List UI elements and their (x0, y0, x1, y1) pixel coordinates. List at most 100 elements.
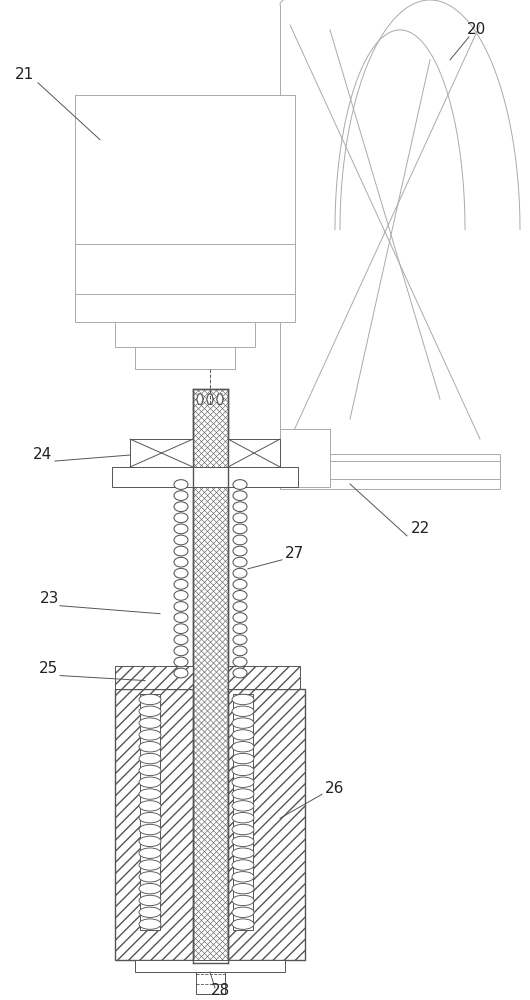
Text: 20: 20 (466, 22, 485, 37)
Ellipse shape (233, 491, 247, 500)
Ellipse shape (139, 919, 161, 929)
Bar (280, 454, 500, 489)
Ellipse shape (174, 502, 188, 512)
Ellipse shape (139, 753, 161, 764)
Ellipse shape (139, 742, 161, 752)
Bar (228, 439, 280, 467)
Ellipse shape (233, 568, 247, 578)
Ellipse shape (139, 836, 161, 847)
Ellipse shape (233, 602, 247, 611)
Ellipse shape (139, 730, 161, 740)
Ellipse shape (233, 657, 247, 667)
Text: 21: 21 (15, 67, 34, 82)
Ellipse shape (174, 579, 188, 589)
Bar (228, 666, 300, 689)
Ellipse shape (232, 801, 254, 811)
Ellipse shape (233, 557, 247, 567)
Bar (135, 960, 285, 972)
Ellipse shape (233, 535, 247, 545)
Ellipse shape (174, 613, 188, 622)
Bar (75, 294, 295, 322)
Ellipse shape (174, 524, 188, 534)
Ellipse shape (139, 824, 161, 835)
Ellipse shape (232, 706, 254, 716)
Polygon shape (197, 394, 204, 404)
Ellipse shape (233, 646, 247, 656)
Text: 22: 22 (410, 521, 430, 536)
Text: 26: 26 (325, 781, 345, 796)
Ellipse shape (139, 907, 161, 917)
Ellipse shape (232, 848, 254, 858)
Ellipse shape (233, 513, 247, 523)
Ellipse shape (174, 513, 188, 523)
Ellipse shape (139, 765, 161, 776)
Ellipse shape (139, 789, 161, 799)
Ellipse shape (233, 624, 247, 634)
Ellipse shape (232, 883, 254, 894)
Bar (115, 666, 193, 689)
Ellipse shape (232, 919, 254, 929)
Ellipse shape (174, 668, 188, 678)
Ellipse shape (174, 624, 188, 634)
Ellipse shape (174, 602, 188, 611)
Ellipse shape (233, 591, 247, 600)
Bar (280, 429, 330, 487)
Bar (228, 689, 305, 960)
Ellipse shape (139, 777, 161, 787)
Bar (75, 95, 295, 294)
Ellipse shape (174, 546, 188, 556)
Ellipse shape (232, 860, 254, 870)
Ellipse shape (233, 480, 247, 489)
Ellipse shape (232, 836, 254, 847)
Ellipse shape (232, 730, 254, 740)
Bar (115, 689, 193, 960)
Ellipse shape (174, 480, 188, 489)
Ellipse shape (232, 718, 254, 728)
Bar (193, 389, 228, 963)
Polygon shape (207, 394, 213, 404)
Text: 28: 28 (210, 983, 229, 998)
Ellipse shape (139, 694, 161, 705)
Text: 25: 25 (38, 661, 58, 676)
Ellipse shape (174, 635, 188, 645)
Text: 24: 24 (32, 447, 51, 462)
Ellipse shape (174, 491, 188, 500)
Ellipse shape (232, 895, 254, 906)
Ellipse shape (139, 718, 161, 728)
Ellipse shape (232, 694, 254, 705)
Bar (130, 439, 193, 467)
Ellipse shape (232, 765, 254, 776)
Ellipse shape (232, 907, 254, 917)
Ellipse shape (232, 777, 254, 787)
Ellipse shape (139, 872, 161, 882)
Bar (135, 347, 235, 369)
Ellipse shape (233, 613, 247, 622)
Ellipse shape (174, 557, 188, 567)
Ellipse shape (233, 579, 247, 589)
Ellipse shape (232, 872, 254, 882)
Text: 23: 23 (40, 591, 60, 606)
Bar (140, 694, 160, 930)
Ellipse shape (232, 824, 254, 835)
Ellipse shape (174, 591, 188, 600)
Bar (233, 694, 253, 930)
Bar (196, 972, 225, 994)
Ellipse shape (233, 524, 247, 534)
Ellipse shape (174, 646, 188, 656)
Ellipse shape (139, 706, 161, 716)
Ellipse shape (174, 568, 188, 578)
Ellipse shape (233, 546, 247, 556)
Ellipse shape (233, 502, 247, 512)
Text: 27: 27 (285, 546, 305, 561)
Ellipse shape (233, 635, 247, 645)
Polygon shape (217, 394, 223, 404)
Ellipse shape (232, 812, 254, 823)
Bar (112, 467, 298, 487)
Ellipse shape (139, 883, 161, 894)
Ellipse shape (233, 668, 247, 678)
Ellipse shape (174, 535, 188, 545)
Ellipse shape (232, 742, 254, 752)
Ellipse shape (139, 848, 161, 858)
Bar (115, 322, 255, 347)
Ellipse shape (139, 895, 161, 906)
